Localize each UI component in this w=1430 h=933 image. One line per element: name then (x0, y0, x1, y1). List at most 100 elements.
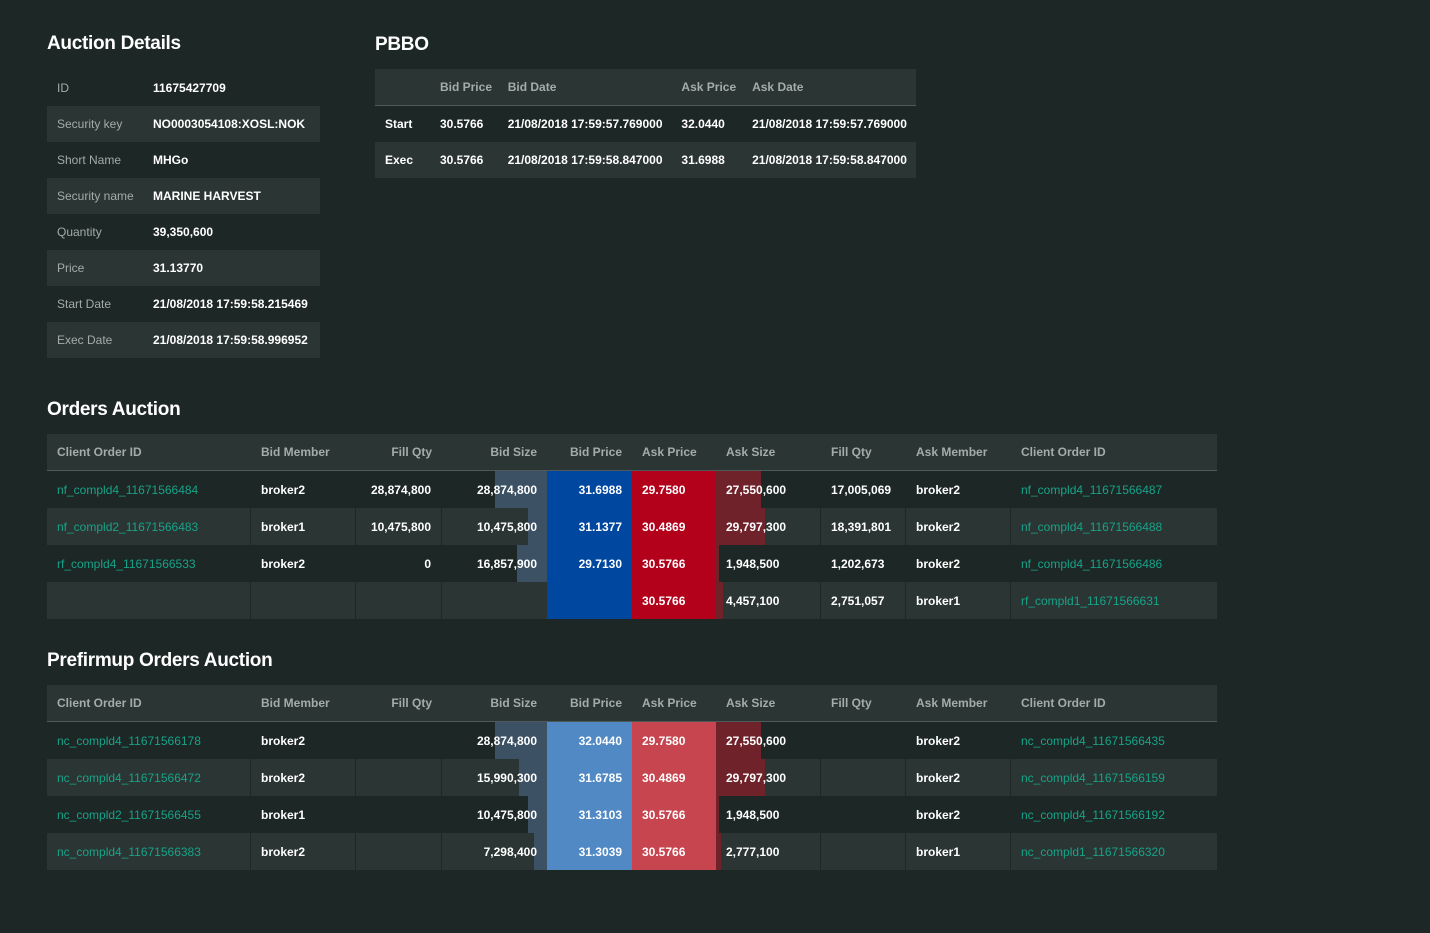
bid-client-order-id-link[interactable]: rf_compld4_11671566533 (57, 556, 196, 571)
bid-price-header: Bid Price (569, 696, 622, 710)
ask-client-order-id-link[interactable]: nc_compld1_11671566320 (1021, 844, 1165, 859)
pbbo-header-cell: Ask Date (752, 80, 804, 94)
ask-price: 30.5766 (632, 796, 716, 833)
auction-details-title: Auction Details (47, 33, 181, 54)
detail-row: Security name MARINE HARVEST (47, 178, 320, 214)
ask-fill-qty-header: Fill Qty (831, 696, 872, 710)
ask-size-value: 4,457,100 (726, 593, 780, 608)
pbbo-cell: Exec (385, 153, 414, 167)
ask-size-value: 1,948,500 (726, 807, 780, 822)
bid-client-order-id-link[interactable]: nc_compld4_11671566178 (57, 733, 201, 748)
bid-size-bar (518, 759, 547, 796)
bid-size-bar (516, 545, 547, 582)
bid-size-bar (534, 833, 547, 870)
bid-price (547, 582, 632, 619)
bid-client-order-id (47, 582, 251, 619)
table-row: 30.5766 4,457,100 2,751,057 broker1 rf_compl… (47, 582, 1217, 619)
table-row: nc_compld4_11671566383 broker2 7,298,400 31… (47, 833, 1217, 870)
bid-size-header: Bid Size (490, 696, 537, 710)
ask-client-order-id: nc_compld4_11671566159 (1011, 759, 1217, 796)
bid-size-value: 16,857,900 (476, 556, 537, 571)
ask-client-order-id-link[interactable]: nc_compld4_11671566192 (1021, 807, 1165, 822)
detail-label: Security key (57, 117, 123, 131)
detail-value: MHGo (153, 153, 189, 167)
ask-client-order-id-header: Client Order ID (1021, 445, 1106, 459)
bid-fill-qty (356, 759, 442, 796)
bid-client-order-id-link[interactable]: nf_compld4_11671566484 (57, 482, 199, 497)
pbbo-row: Exec 30.5766 21/08/2018 17:59:58.847000 31.… (375, 142, 916, 178)
ask-member: broker2 (906, 471, 1011, 508)
bid-price: 32.0440 (547, 722, 632, 759)
pbbo-row: Start 30.5766 21/08/2018 17:59:57.769000 32… (375, 106, 916, 142)
ask-member: broker2 (906, 722, 1011, 759)
ask-fill-qty: 2,751,057 (821, 582, 906, 619)
bid-member: broker2 (251, 471, 356, 508)
ask-client-order-id-link[interactable]: nf_compld4_11671566486 (1021, 556, 1163, 571)
bid-client-order-id: nc_compld2_11671566455 (47, 796, 251, 833)
bid-price: 31.6785 (547, 759, 632, 796)
bid-size-value: 10,475,800 (476, 519, 537, 534)
table-row: nf_compld2_11671566483 broker1 10,475,800 1… (47, 508, 1217, 545)
bid-fill-qty: 28,874,800 (356, 471, 442, 508)
bid-size-value: 28,874,800 (476, 482, 537, 497)
detail-value: NO0003054108:XOSL:NOK (153, 117, 306, 131)
bid-fill-qty (356, 582, 442, 619)
ask-fill-qty-header: Fill Qty (831, 445, 872, 459)
ask-client-order-id-link[interactable]: nf_compld4_11671566488 (1021, 519, 1163, 534)
pbbo-cell: 21/08/2018 17:59:58.847000 (507, 153, 663, 167)
bid-client-order-id-link[interactable]: nc_compld4_11671566383 (57, 844, 201, 859)
pbbo-cell: 31.6988 (681, 153, 725, 167)
ask-member-header: Ask Member (916, 696, 988, 710)
ask-client-order-id: rf_compld1_11671566631 (1011, 582, 1217, 619)
ask-price-header: Ask Price (642, 445, 697, 459)
ask-client-order-id: nf_compld4_11671566488 (1011, 508, 1217, 545)
bid-size-value: 10,475,800 (476, 807, 537, 822)
bid-size: 10,475,800 (442, 796, 547, 833)
pbbo-header-cell: Bid Date (507, 80, 557, 94)
ask-size: 1,948,500 (716, 545, 821, 582)
detail-label: Start Date (57, 297, 112, 311)
detail-label: Price (57, 261, 85, 275)
ask-client-order-id-link[interactable]: nf_compld4_11671566487 (1021, 482, 1163, 497)
pbbo-header-cell: Ask Price (681, 80, 737, 94)
ask-client-order-id-header: Client Order ID (1021, 696, 1106, 710)
ask-member: broker1 (906, 833, 1011, 870)
ask-size-bar (716, 545, 720, 582)
pbbo-table: Bid Price Bid Date Ask Price Ask Date Start 3… (375, 69, 916, 178)
ask-fill-qty: 17,005,069 (821, 471, 906, 508)
ask-client-order-id-link[interactable]: nc_compld4_11671566435 (1021, 733, 1165, 748)
bid-size: 15,990,300 (442, 759, 547, 796)
bid-client-order-id-link[interactable]: nc_compld4_11671566472 (57, 770, 201, 785)
ask-fill-qty (821, 833, 906, 870)
ask-price: 29.7580 (632, 722, 716, 759)
detail-label: ID (57, 81, 69, 95)
ask-size: 4,457,100 (716, 582, 821, 619)
ask-client-order-id-link[interactable]: nc_compld4_11671566159 (1021, 770, 1165, 785)
ask-size: 27,550,600 (716, 722, 821, 759)
bid-fill-qty (356, 833, 442, 870)
bid-member: broker2 (251, 545, 356, 582)
pbbo-cell: 32.0440 (681, 117, 725, 131)
prefirmup-orders-auction-title: Prefirmup Orders Auction (47, 650, 273, 671)
bid-client-order-id-link[interactable]: nc_compld2_11671566455 (57, 807, 201, 822)
bid-size: 16,857,900 (442, 545, 547, 582)
ask-member: broker2 (906, 796, 1011, 833)
bid-size: 10,475,800 (442, 508, 547, 545)
bid-member (251, 582, 356, 619)
bid-client-order-id: rf_compld4_11671566533 (47, 545, 251, 582)
detail-value: 11675427709 (153, 81, 226, 95)
ask-client-order-id-link[interactable]: rf_compld1_11671566631 (1021, 593, 1160, 608)
bid-size (442, 582, 547, 619)
bid-size-value: 15,990,300 (476, 770, 537, 785)
pbbo-cell: 30.5766 (439, 117, 484, 131)
ask-price: 30.5766 (632, 545, 716, 582)
ask-size: 27,550,600 (716, 471, 821, 508)
ask-fill-qty (821, 796, 906, 833)
bid-member: broker2 (251, 833, 356, 870)
ask-size: 2,777,100 (716, 833, 821, 870)
bid-fill-qty-header: Fill Qty (391, 445, 432, 459)
bid-size-bar (494, 471, 547, 508)
bid-client-order-id-link[interactable]: nf_compld2_11671566483 (57, 519, 199, 534)
ask-size-bar (716, 471, 761, 508)
detail-row: Exec Date 21/08/2018 17:59:58.996952 (47, 322, 320, 358)
